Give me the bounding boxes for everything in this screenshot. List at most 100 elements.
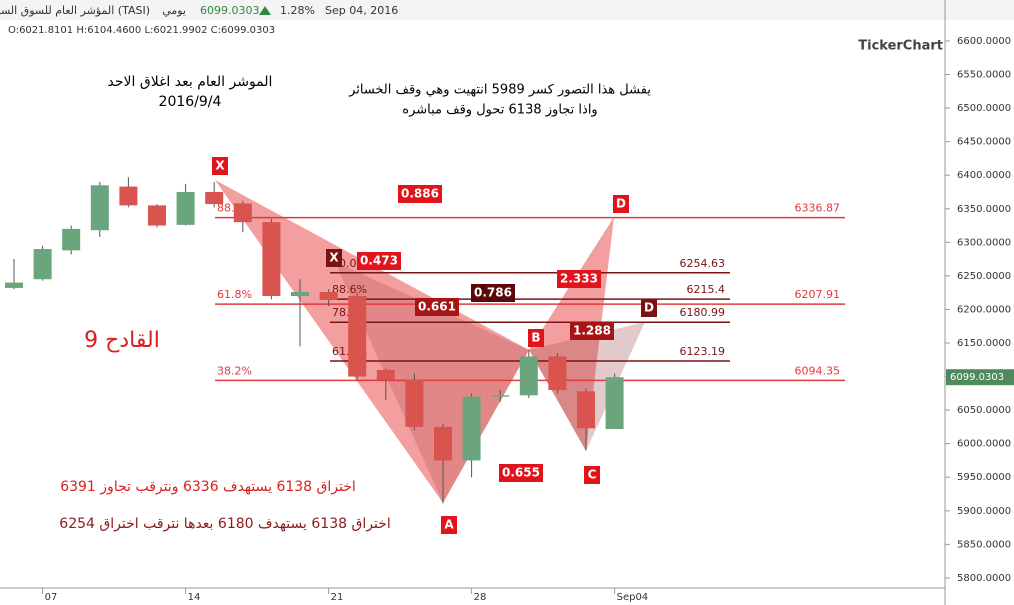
y-tick-label: 6350.0000 <box>957 204 1011 215</box>
candle-body <box>491 395 510 397</box>
y-tick-label: 6250.0000 <box>957 271 1011 282</box>
level-value: 6336.87 <box>795 202 841 215</box>
y-tick-label: 6150.0000 <box>957 338 1011 349</box>
candle-body <box>62 228 81 251</box>
brand: TickerChart <box>858 39 943 54</box>
candle-body <box>548 356 567 390</box>
candle-body <box>233 203 252 223</box>
trigger: القادح 9 <box>84 328 160 353</box>
label-box <box>557 270 601 288</box>
candle-body <box>148 205 166 226</box>
y-tick-label: 5800.0000 <box>957 573 1011 584</box>
pattern2-bcd <box>529 322 645 451</box>
y-tick-label: 6550.0000 <box>957 70 1011 81</box>
header-bar <box>0 0 1014 20</box>
price-tag-label: 6099.0303 <box>950 372 1004 383</box>
label-box <box>326 249 342 267</box>
candle-body <box>434 426 452 461</box>
symbol: المؤشر العام للسوق السعودي (TASI) <box>0 4 150 17</box>
price: 6099.0303 <box>200 4 260 17</box>
x-tick-label: 21 <box>331 592 344 603</box>
label-text: 1.288 <box>573 324 611 338</box>
label-text: 0.886 <box>401 187 439 201</box>
date: Sep 04, 2016 <box>325 4 398 17</box>
label-box <box>212 157 228 175</box>
level-value: 6123.19 <box>680 345 726 358</box>
note: واذا تجاوز 6138 تحول وقف مباشره <box>402 103 597 118</box>
y-tick-label: 5950.0000 <box>957 472 1011 483</box>
pattern-xab <box>215 180 529 503</box>
label-box <box>641 299 657 317</box>
candle-body <box>33 249 52 280</box>
level-ratio: 61.8% <box>217 288 252 301</box>
label-box <box>415 298 459 316</box>
y-tick-label: 6450.0000 <box>957 137 1011 148</box>
label-text: 0.661 <box>418 300 456 314</box>
level-value: 6207.91 <box>795 288 841 301</box>
label-text: 0.786 <box>474 286 512 300</box>
candle-body <box>462 396 481 461</box>
candle-body <box>262 222 281 297</box>
y-tick-label: 6500.0000 <box>957 103 1011 114</box>
ohlc: O:6021.8101 H:6104.4600 L:6021.9902 C:60… <box>8 25 275 36</box>
y-tick-label: 5900.0000 <box>957 506 1011 517</box>
note: 2016/9/4 <box>159 94 222 110</box>
price-tag <box>946 369 1014 386</box>
y-tick-label: 6300.0000 <box>957 237 1011 248</box>
candle-body <box>5 282 23 288</box>
candle-body <box>348 296 367 377</box>
candle-body <box>205 191 224 205</box>
level-value: 6215.4 <box>687 283 726 296</box>
candle-body <box>376 369 395 380</box>
note: الموشر العام بعد اغلاق الاحد <box>108 74 273 90</box>
label-text: 0.655 <box>502 466 540 480</box>
level-ratio: 38.2% <box>217 364 252 377</box>
target: اختراق 6138 يستهدف 6336 ونترقب تجاوز 639… <box>60 479 356 495</box>
label-box <box>441 516 457 534</box>
label-text: A <box>444 518 454 532</box>
y-tick-label: 6600.0000 <box>957 36 1011 47</box>
candle-body <box>577 391 595 429</box>
x-tick-label: 28 <box>474 592 487 603</box>
candle-body <box>605 377 624 430</box>
candle-body <box>90 185 109 231</box>
y-tick-label: 6400.0000 <box>957 170 1011 181</box>
level-value: 6094.35 <box>795 364 841 377</box>
x-tick-label: Sep04 <box>617 592 649 603</box>
label-text: B <box>531 331 540 345</box>
label-box <box>471 284 515 302</box>
candle-body <box>319 291 338 301</box>
target: اختراق 6138 يستهدف 6180 بعدها نترقب اختر… <box>59 516 390 532</box>
note: يفشل هذا التصور كسر 5989 انتهيت وهي وقف … <box>348 83 651 98</box>
level-value: 6254.63 <box>680 257 726 270</box>
candle-body <box>176 191 195 225</box>
change: 1.28% <box>280 4 315 17</box>
y-tick-label: 6050.0000 <box>957 405 1011 416</box>
label-text: 0.473 <box>360 254 398 268</box>
candle-body <box>519 356 538 396</box>
y-tick-label: 6200.0000 <box>957 304 1011 315</box>
label-text: 2.333 <box>560 272 598 286</box>
label-text: D <box>644 301 654 315</box>
candle-body <box>291 291 309 297</box>
up-icon <box>259 6 271 15</box>
label-box <box>570 322 614 340</box>
label-text: X <box>329 251 339 265</box>
period: يومي <box>162 4 186 17</box>
label-box <box>357 252 401 270</box>
y-tick-label: 5850.0000 <box>957 539 1011 550</box>
label-box <box>613 195 629 213</box>
x-tick-label: 14 <box>188 592 201 603</box>
label-box <box>398 185 442 203</box>
y-tick-label: 6000.0000 <box>957 439 1011 450</box>
candle-body <box>119 186 138 206</box>
x-tick-label: 07 <box>45 592 58 603</box>
label-box <box>584 466 600 484</box>
label-text: D <box>616 197 626 211</box>
level-value: 6180.99 <box>680 306 726 319</box>
label-text: C <box>588 468 597 482</box>
label-box <box>528 329 544 347</box>
label-box <box>499 464 543 482</box>
label-text: X <box>215 159 225 173</box>
